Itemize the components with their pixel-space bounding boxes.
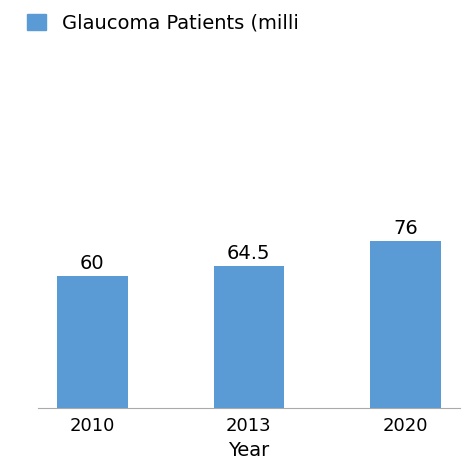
- Bar: [214, 266, 284, 408]
- Text: 76: 76: [393, 219, 418, 238]
- Legend: Glaucoma Patients (milli: Glaucoma Patients (milli: [27, 14, 299, 33]
- X-axis label: Year: Year: [228, 441, 270, 460]
- Bar: [370, 241, 441, 408]
- Bar: [57, 276, 128, 408]
- Text: 64.5: 64.5: [227, 244, 271, 263]
- Text: 60: 60: [80, 254, 105, 273]
